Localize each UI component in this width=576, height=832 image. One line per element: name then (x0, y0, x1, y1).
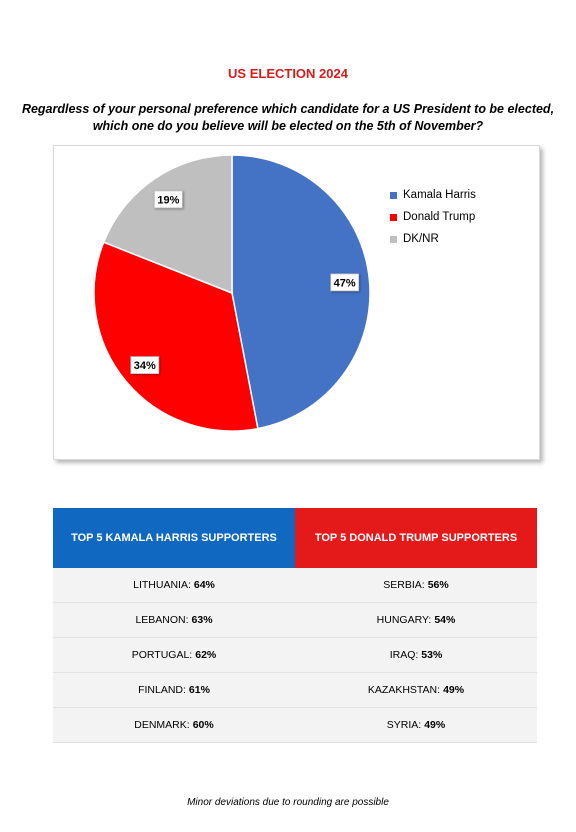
legend-swatch (390, 213, 397, 221)
legend-item: Donald Trump (390, 206, 476, 228)
table-header-row: TOP 5 KAMALA HARRIS SUPPORTERS TOP 5 DON… (53, 508, 537, 568)
table-row: PORTUGAL: 62% IRAQ: 53% (53, 638, 537, 673)
harris-country-name: PORTUGAL: (131, 649, 193, 661)
legend-swatch (390, 191, 397, 199)
harris-country-value: 64% (193, 579, 215, 591)
trump-country-name: HUNGARY: (376, 614, 432, 626)
slice-label-box (330, 273, 360, 292)
legend-label: Kamala Harris (403, 189, 476, 201)
slice-data-label: 34% (130, 356, 160, 375)
trump-country-name: IRAQ: (389, 649, 419, 661)
harris-country-value: 63% (191, 614, 213, 626)
harris-country-cell: DENMARK: 60% (53, 708, 295, 742)
harris-country-cell: PORTUGAL: 62% (53, 638, 295, 672)
table-row: DENMARK: 60% SYRIA: 49% (53, 708, 537, 743)
trump-country-cell: SERBIA: 56% (295, 568, 537, 602)
survey-question: Regardless of your personal preference w… (21, 102, 555, 133)
harris-country-name: DENMARK: (134, 719, 190, 731)
slice-label-text: 47% (334, 277, 356, 289)
pie-chart-panel: 47% 34% 19% Kamala Harris Donald Trump DK/NR (53, 145, 540, 460)
pie-slice (102, 154, 233, 295)
report-title: US ELECTION 2024 (228, 66, 348, 81)
legend-label: Donald Trump (403, 211, 476, 223)
harris-country-value: 60% (192, 719, 214, 731)
harris-country-name: LITHUANIA: (133, 579, 191, 591)
pie-chart: 47% 34% 19% (93, 154, 371, 432)
trump-supporters-header: TOP 5 DONALD TRUMP SUPPORTERS (295, 508, 537, 568)
slice-label-box (130, 356, 160, 375)
slice-label-box (154, 190, 183, 209)
trump-country-value: 53% (421, 649, 443, 661)
supporters-table: TOP 5 KAMALA HARRIS SUPPORTERS TOP 5 DON… (53, 508, 537, 743)
table-row: FINLAND: 61% KAZAKHSTAN: 49% (53, 673, 537, 708)
legend-swatch (390, 235, 397, 243)
slice-data-label: 19% (154, 190, 183, 209)
legend-item: Kamala Harris (390, 184, 476, 206)
slice-label-text: 19% (157, 194, 179, 206)
harris-country-cell: FINLAND: 61% (53, 673, 295, 707)
trump-country-value: 56% (427, 579, 449, 591)
harris-country-name: FINLAND: (138, 684, 186, 696)
harris-country-name: LEBANON: (135, 614, 189, 626)
harris-country-cell: LITHUANIA: 64% (53, 568, 295, 602)
trump-country-value: 54% (434, 614, 456, 626)
trump-country-cell: HUNGARY: 54% (295, 603, 537, 637)
harris-country-value: 62% (195, 649, 217, 661)
harris-country-value: 61% (188, 684, 210, 696)
footnote: Minor deviations due to rounding are pos… (187, 797, 389, 808)
harris-supporters-header: TOP 5 KAMALA HARRIS SUPPORTERS (53, 508, 295, 568)
trump-country-name: SYRIA: (386, 719, 422, 731)
table-row: LITHUANIA: 64% SERBIA: 56% (53, 568, 537, 603)
trump-country-cell: SYRIA: 49% (295, 708, 537, 742)
slice-data-label: 47% (330, 273, 360, 292)
pie-slice (231, 154, 371, 430)
table-row: LEBANON: 63% HUNGARY: 54% (53, 603, 537, 638)
pie-slice (93, 241, 259, 432)
trump-country-cell: IRAQ: 53% (295, 638, 537, 672)
harris-country-cell: LEBANON: 63% (53, 603, 295, 637)
legend-label: DK/NR (403, 233, 439, 245)
trump-country-value: 49% (443, 684, 465, 696)
trump-country-name: SERBIA: (383, 579, 425, 591)
chart-legend: Kamala Harris Donald Trump DK/NR (390, 184, 476, 250)
table-body: LITHUANIA: 64% SERBIA: 56% LEBANON: 63% HUNGAR… (53, 568, 537, 743)
slice-label-text: 34% (134, 360, 156, 372)
trump-country-cell: KAZAKHSTAN: 49% (295, 673, 537, 707)
trump-country-value: 49% (424, 719, 446, 731)
trump-country-name: KAZAKHSTAN: (367, 684, 441, 696)
legend-item: DK/NR (390, 228, 476, 250)
